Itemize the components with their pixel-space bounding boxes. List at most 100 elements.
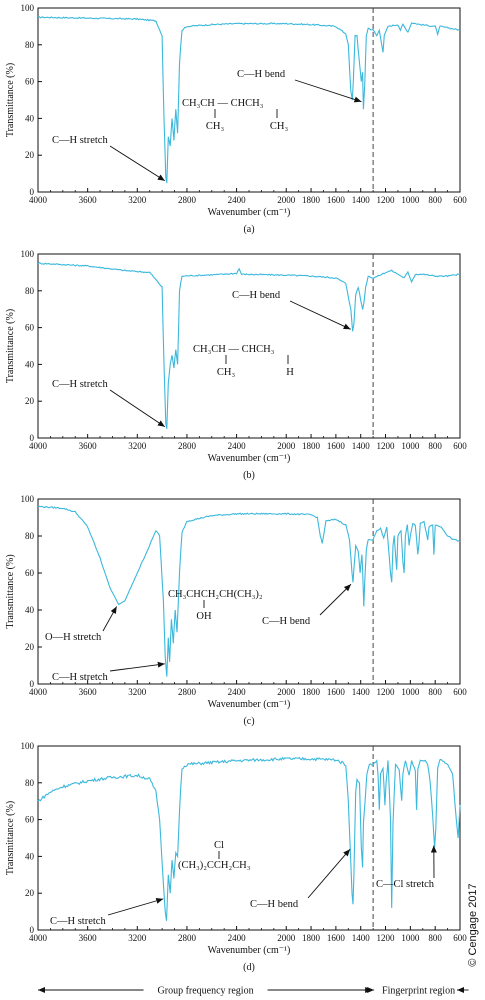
structure-substituent: CH₃ xyxy=(270,121,289,132)
spectrum-trace xyxy=(37,262,461,429)
y-axis-label: Transmittance (%) xyxy=(5,63,16,137)
x-tick-label: 1400 xyxy=(352,687,371,697)
x-tick-label: 1000 xyxy=(401,195,420,205)
structure-substituent: OH xyxy=(196,611,212,622)
structure-substituent: Cl xyxy=(214,840,224,851)
annotation-arrow xyxy=(107,897,164,916)
y-tick-label: 40 xyxy=(25,851,35,861)
y-tick-label: 100 xyxy=(21,494,35,504)
x-tick-label: 4000 xyxy=(29,195,48,205)
x-tick-label: 1800 xyxy=(302,195,321,205)
x-tick-label: 3200 xyxy=(128,195,147,205)
annotation-ccl-stretch: C—Cl stretch xyxy=(376,879,435,890)
y-tick-label: 0 xyxy=(30,433,35,443)
x-tick-label: 1600 xyxy=(327,687,346,697)
chemical-structure: CH₃CH — CHCH₃ CH₃ CH₃ xyxy=(182,98,288,132)
x-tick-label: 2800 xyxy=(178,933,197,943)
x-axis-label: Wavenumber (cm⁻¹) xyxy=(208,453,291,464)
x-tick-label: 4000 xyxy=(29,687,48,697)
spectrum-panel-0: 0 20 40 60 80 100 4000 3600 3200 2800 2400 2000 1800… xyxy=(5,3,467,235)
x-tick-label: 3600 xyxy=(79,933,98,943)
structure-substituent: H xyxy=(286,367,294,378)
x-tick-label: 1200 xyxy=(377,687,396,697)
x-tick-label: 1200 xyxy=(377,441,396,451)
x-tick-label: 3600 xyxy=(79,687,98,697)
x-tick-label: 600 xyxy=(453,195,467,205)
annotation-arrow xyxy=(307,848,351,899)
x-tick-label: 2800 xyxy=(178,687,197,697)
x-tick-label: 1800 xyxy=(302,687,321,697)
x-axis-label: Wavenumber (cm⁻¹) xyxy=(208,945,291,956)
y-tick-label: 100 xyxy=(21,3,35,13)
annotation-ch-stretch: C—H stretch xyxy=(52,672,108,683)
spectrum-trace xyxy=(37,505,461,677)
x-tick-label: 1800 xyxy=(302,933,321,943)
fingerprint-label: Fingerprint region xyxy=(382,986,455,997)
panel-label: (c) xyxy=(243,716,254,727)
x-tick-label: 800 xyxy=(428,441,442,451)
x-tick-label: 3200 xyxy=(128,933,147,943)
x-tick-label: 2800 xyxy=(178,195,197,205)
annotation-ch-stretch: C—H stretch xyxy=(52,135,108,146)
x-tick-label: 3600 xyxy=(79,441,98,451)
y-tick-label: 60 xyxy=(25,77,35,87)
spectrum-trace xyxy=(37,756,461,921)
x-tick-label: 2000 xyxy=(277,687,296,697)
x-tick-label: 1000 xyxy=(401,687,420,697)
annotation-arrow xyxy=(294,79,362,103)
y-tick-label: 40 xyxy=(25,605,35,615)
annotation-arrow xyxy=(109,389,166,428)
annotation-ch-stretch: C—H stretch xyxy=(52,379,108,390)
copyright-notice: © Cengage 2017 xyxy=(463,850,483,1000)
annotation-arrow xyxy=(102,606,118,632)
copyright-text: © Cengage 2017 xyxy=(467,883,479,967)
x-tick-label: 600 xyxy=(453,933,467,943)
y-tick-label: 80 xyxy=(25,286,35,296)
y-axis-label: Transmittance (%) xyxy=(5,309,16,383)
y-tick-label: 0 xyxy=(30,187,35,197)
x-tick-label: 1400 xyxy=(352,195,371,205)
x-tick-label: 2400 xyxy=(228,933,247,943)
y-tick-label: 40 xyxy=(25,359,35,369)
y-tick-label: 60 xyxy=(25,815,35,825)
y-tick-label: 100 xyxy=(21,249,35,259)
x-tick-label: 1000 xyxy=(401,933,420,943)
panel-label: (d) xyxy=(243,962,255,973)
annotation-arrow xyxy=(319,583,352,616)
spectrum-panel-1: 0 20 40 60 80 100 4000 3600 3200 2800 2400 2000 1800… xyxy=(5,249,467,481)
x-tick-label: 4000 xyxy=(29,933,48,943)
structure-substituent: CH₃ xyxy=(217,367,236,378)
spectrum-trace xyxy=(38,16,461,183)
x-tick-label: 600 xyxy=(453,441,467,451)
annotation-arrow xyxy=(109,661,165,672)
x-tick-label: 2400 xyxy=(228,441,247,451)
x-tick-label: 1800 xyxy=(302,441,321,451)
x-tick-label: 2400 xyxy=(228,687,247,697)
annotation-arrow xyxy=(289,300,351,330)
structure-formula: CH₃CH — CHCH₃ xyxy=(182,98,264,109)
plot-frame xyxy=(37,745,461,931)
x-tick-label: 800 xyxy=(428,933,442,943)
group-frequency-label: Group frequency region xyxy=(158,986,254,997)
x-tick-label: 4000 xyxy=(29,441,48,451)
chemical-structure: CH₃CHCH₂CH(CH₃)₂ OH xyxy=(168,589,263,622)
x-tick-label: 1000 xyxy=(401,441,420,451)
x-tick-label: 2800 xyxy=(178,441,197,451)
x-tick-label: 800 xyxy=(428,687,442,697)
x-tick-label: 2000 xyxy=(277,195,296,205)
annotation-ch-bend: C—H bend xyxy=(237,69,286,80)
y-tick-label: 40 xyxy=(25,113,35,123)
x-tick-label: 1200 xyxy=(377,195,396,205)
y-tick-label: 0 xyxy=(30,679,35,689)
x-tick-label: 3200 xyxy=(128,441,147,451)
x-tick-label: 2000 xyxy=(277,441,296,451)
chemical-structure: CH₃CH — CHCH₃ CH₃ H xyxy=(193,344,294,378)
structure-formula: CH₃CH — CHCH₃ xyxy=(193,344,275,355)
y-tick-label: 20 xyxy=(25,396,35,406)
x-axis-label: Wavenumber (cm⁻¹) xyxy=(208,699,291,710)
x-tick-label: 1400 xyxy=(352,933,371,943)
x-tick-label: 1200 xyxy=(377,933,396,943)
y-tick-label: 100 xyxy=(21,741,35,751)
x-tick-label: 1600 xyxy=(327,195,346,205)
y-tick-label: 20 xyxy=(25,150,35,160)
